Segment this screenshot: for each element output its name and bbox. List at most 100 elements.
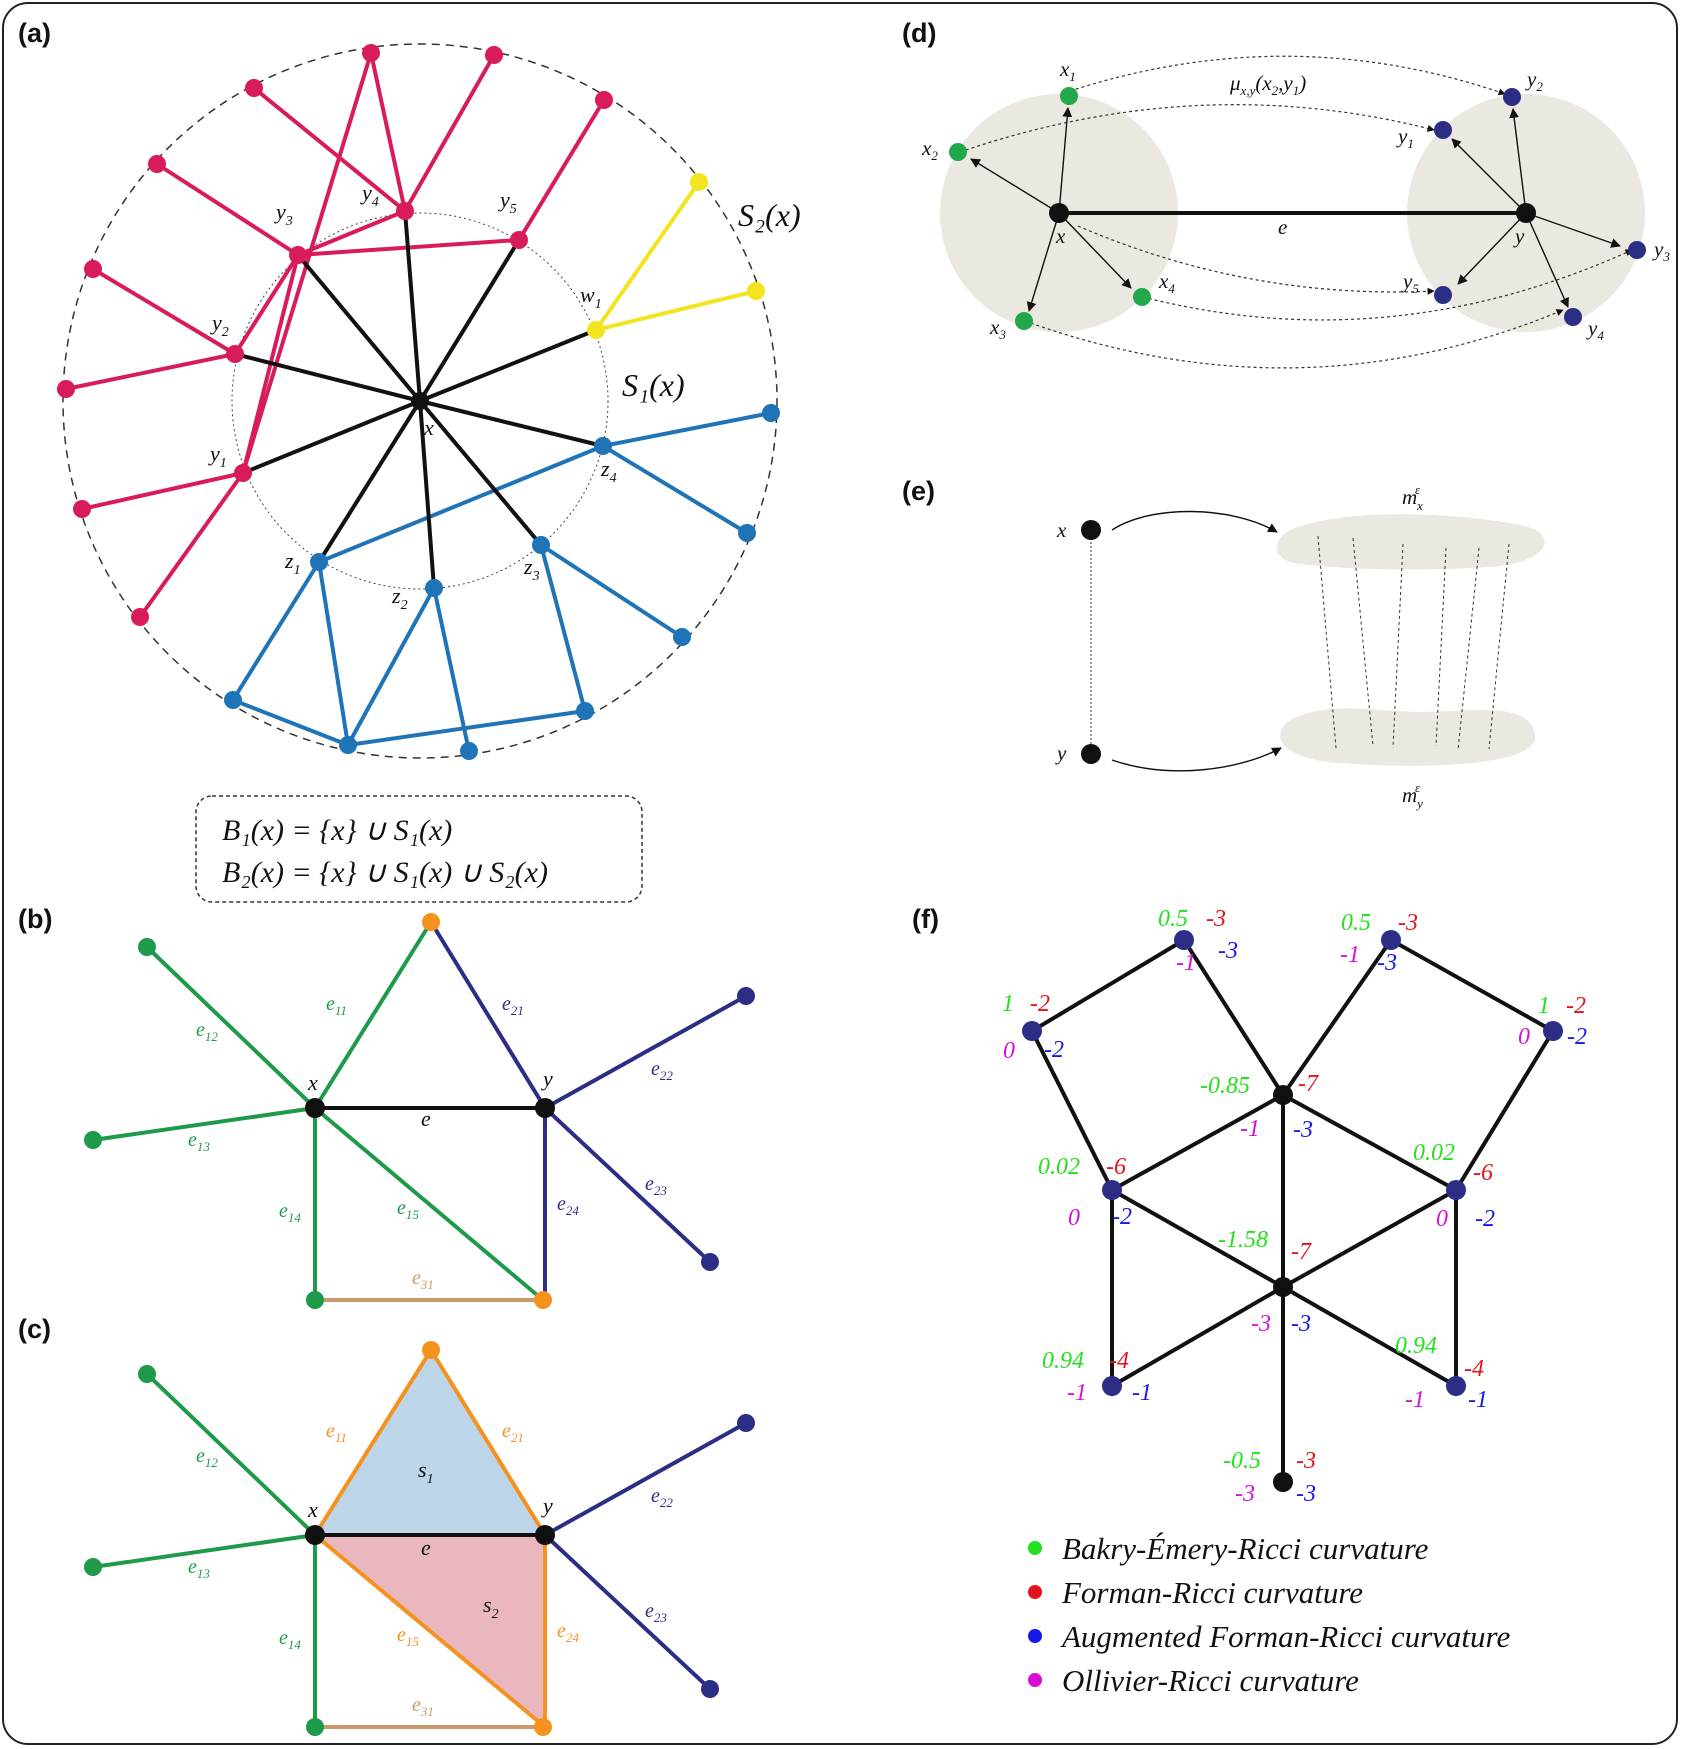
c-y-edges xyxy=(543,1421,747,1691)
svg-text:-3: -3 xyxy=(1251,1311,1271,1337)
svg-text:y: y xyxy=(1513,224,1525,248)
svg-text:e15: e15 xyxy=(397,1624,419,1649)
svg-text:0: 0 xyxy=(1518,1024,1530,1050)
legend-bakry: Bakry-Émery-Ricci curvature xyxy=(1062,1531,1429,1566)
formula-line-2: B₂(x) = {x} ∪ S₁(x) ∪ S₂(x) xyxy=(222,856,548,889)
svg-text:-2: -2 xyxy=(1044,1037,1064,1063)
svg-text:myε: myε xyxy=(1402,780,1423,811)
e-node-x xyxy=(1081,520,1101,540)
measure-x-label: m xyxy=(1402,485,1417,509)
transport-curves xyxy=(959,55,1633,369)
s2-boundary xyxy=(62,43,778,759)
y-group-edges xyxy=(65,52,606,619)
svg-text:e: e xyxy=(421,1535,431,1560)
measure-y-region xyxy=(1280,708,1536,766)
measure-x-region xyxy=(1276,514,1545,570)
svg-text:-2: -2 xyxy=(1567,1024,1587,1050)
svg-text:-1: -1 xyxy=(1405,1387,1425,1413)
svg-text:-3: -3 xyxy=(1377,950,1397,976)
svg-text:0: 0 xyxy=(1003,1038,1015,1064)
svg-text:e14: e14 xyxy=(279,1627,301,1652)
svg-text:0: 0 xyxy=(1436,1206,1448,1232)
svg-text:-2: -2 xyxy=(1030,991,1050,1017)
svg-text:e13: e13 xyxy=(188,1129,210,1154)
panel-e: (e) x y mxε myε xyxy=(902,476,1545,811)
f-edges xyxy=(1030,938,1555,1482)
svg-text:1: 1 xyxy=(1002,991,1014,1017)
svg-text:1: 1 xyxy=(1538,993,1550,1019)
label-x: x xyxy=(423,415,434,440)
svg-text:-2: -2 xyxy=(1475,1206,1495,1232)
legend-forman: Forman-Ricci curvature xyxy=(1061,1575,1363,1610)
svg-text:-7: -7 xyxy=(1298,1071,1319,1097)
legend-augmented: Augmented Forman-Ricci curvature xyxy=(1060,1619,1510,1654)
svg-text:-1: -1 xyxy=(1240,1116,1260,1142)
svg-text:-2: -2 xyxy=(1112,1204,1132,1230)
svg-text:-4: -4 xyxy=(1109,1348,1129,1374)
legend-dot-ollivier xyxy=(1028,1673,1042,1687)
legend-ollivier: Ollivier-Ricci curvature xyxy=(1062,1663,1359,1698)
svg-text:x: x xyxy=(1055,224,1066,248)
formula-line-1: B₁(x) = {x} ∪ S₁(x) xyxy=(222,814,452,847)
svg-text:-1: -1 xyxy=(1176,950,1196,976)
svg-text:-3: -3 xyxy=(1218,938,1238,964)
svg-text:-2: -2 xyxy=(1566,993,1586,1019)
arrow-x-to-measure xyxy=(1111,510,1278,533)
svg-text:-3: -3 xyxy=(1296,1448,1316,1474)
s2-label: S₂(x) xyxy=(738,197,801,233)
svg-text:e24: e24 xyxy=(557,1620,579,1645)
svg-text:μx,y(x2,y1): μx,y(x2,y1) xyxy=(1229,71,1306,98)
svg-text:y3: y3 xyxy=(274,199,293,229)
svg-text:0.94: 0.94 xyxy=(1395,1333,1437,1359)
svg-text:e21: e21 xyxy=(502,1420,524,1445)
panel-b: (b) x y e e11 e12 e13 xyxy=(18,904,755,1309)
face-s1 xyxy=(315,1350,545,1535)
svg-text:e23: e23 xyxy=(645,1173,667,1198)
svg-text:0.02: 0.02 xyxy=(1038,1154,1080,1180)
f-hub-nodes xyxy=(1273,1085,1293,1492)
svg-text:x1: x1 xyxy=(1059,57,1076,84)
panel-b-labels: x y e e11 e12 e13 e14 e15 e21 e22 e23 e2… xyxy=(188,993,673,1292)
svg-text:x: x xyxy=(1056,518,1067,542)
svg-text:-6: -6 xyxy=(1473,1160,1493,1186)
svg-text:-1: -1 xyxy=(1468,1387,1488,1413)
svg-text:z3: z3 xyxy=(523,554,540,584)
y-arrows xyxy=(1451,108,1621,308)
svg-text:x: x xyxy=(307,1070,318,1095)
svg-text:z4: z4 xyxy=(600,456,617,486)
panel-f-label: (f) xyxy=(912,904,939,934)
legend-dot-augmented xyxy=(1028,1629,1042,1643)
y-group-nodes xyxy=(57,44,613,626)
panel-f: (f) xyxy=(912,904,1587,1698)
z-group-nodes xyxy=(224,404,780,760)
w-group-nodes xyxy=(587,173,765,339)
svg-text:y: y xyxy=(1055,741,1067,765)
panel-b-nodes xyxy=(84,913,755,1309)
panel-c-nodes xyxy=(84,1341,755,1736)
svg-text:-7: -7 xyxy=(1291,1239,1312,1265)
svg-text:x: x xyxy=(307,1497,318,1522)
svg-text:y3: y3 xyxy=(1652,237,1670,264)
svg-text:e: e xyxy=(421,1106,431,1131)
curvature-legend: Bakry-Émery-Ricci curvature Forman-Ricci… xyxy=(1028,1531,1510,1698)
panel-c-label: (c) xyxy=(18,1314,51,1344)
svg-text:y5: y5 xyxy=(1401,269,1419,296)
svg-text:e21: e21 xyxy=(502,993,524,1018)
svg-text:z2: z2 xyxy=(391,583,408,613)
svg-text:0.02: 0.02 xyxy=(1413,1140,1455,1166)
svg-text:e11: e11 xyxy=(326,993,347,1018)
svg-text:-1: -1 xyxy=(1132,1380,1152,1406)
svg-text:-3: -3 xyxy=(1398,910,1418,936)
panel-b-label: (b) xyxy=(18,904,52,934)
svg-text:e31: e31 xyxy=(412,1694,434,1719)
svg-text:-3: -3 xyxy=(1235,1481,1255,1507)
x-arrows xyxy=(970,107,1132,312)
svg-text:e12: e12 xyxy=(196,1445,218,1470)
w-group-edges xyxy=(594,180,757,332)
svg-text:-0.85: -0.85 xyxy=(1200,1073,1250,1099)
panel-e-label: (e) xyxy=(902,476,935,506)
svg-text:e14: e14 xyxy=(279,1200,301,1225)
svg-text:e31: e31 xyxy=(412,1267,434,1292)
